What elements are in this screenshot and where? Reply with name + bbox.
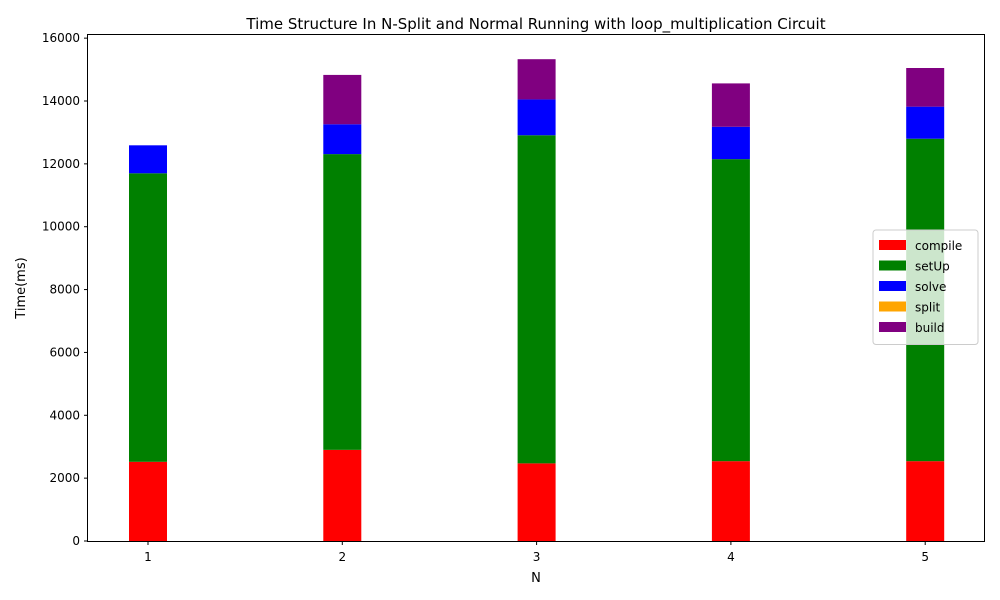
y-tick-label: 12000 — [42, 157, 80, 171]
legend-swatch-build — [879, 322, 906, 332]
x-axis: 1 2 3 4 5 — [144, 541, 929, 564]
bar-compile-3 — [517, 463, 556, 541]
bar-solve-1 — [129, 145, 167, 174]
y-tick-label: 2000 — [49, 471, 80, 485]
bar-compile-5 — [906, 461, 945, 541]
bar-compile-1 — [129, 461, 167, 541]
x-tick-label: 4 — [727, 550, 735, 564]
bar-setUp-2 — [323, 154, 362, 450]
bar-build-3 — [517, 59, 556, 100]
bar-solve-4 — [711, 126, 750, 160]
bar-setUp-3 — [517, 135, 556, 464]
y-tick-label: 4000 — [49, 408, 80, 422]
legend-swatch-compile — [879, 240, 906, 250]
y-tick-label: 8000 — [49, 283, 80, 297]
legend-label-setUp: setUp — [915, 260, 950, 274]
legend-box — [872, 229, 979, 345]
legend-label-solve: solve — [915, 280, 946, 294]
x-tick-label: 1 — [144, 550, 152, 564]
bar-solve-5 — [906, 106, 945, 139]
bar-build-5 — [906, 68, 945, 107]
bar-solve-3 — [517, 99, 556, 136]
y-tick-label: 0 — [72, 534, 80, 548]
legend-swatch-setUp — [879, 260, 906, 271]
x-axis-label: N — [531, 571, 541, 586]
y-axis-label: Time(ms) — [14, 257, 29, 319]
legend: compile setUp solve split build — [872, 229, 979, 345]
legend-swatch-split — [879, 301, 906, 312]
bar-compile-4 — [711, 461, 750, 541]
bar-setUp-1 — [129, 173, 167, 462]
legend-label-split: split — [915, 301, 941, 315]
y-tick-label: 6000 — [49, 345, 80, 359]
x-tick-label: 5 — [921, 550, 929, 564]
x-tick-label: 3 — [533, 550, 541, 564]
legend-label-build: build — [915, 321, 945, 335]
bars-group — [129, 59, 945, 541]
y-tick-label: 10000 — [42, 220, 80, 234]
bar-solve-2 — [323, 124, 362, 155]
y-tick-label: 14000 — [42, 94, 80, 108]
bar-setUp-4 — [711, 159, 750, 462]
bar-build-4 — [711, 83, 750, 127]
plot-frame — [87, 34, 985, 542]
x-tick-label: 2 — [338, 550, 346, 564]
bar-compile-2 — [323, 449, 362, 541]
y-tick-label: 16000 — [42, 31, 80, 45]
chart-title: Time Structure In N-Split and Normal Run… — [245, 15, 825, 34]
bar-build-2 — [323, 74, 362, 125]
legend-swatch-solve — [879, 281, 906, 291]
y-axis: 0 2000 4000 6000 8000 10000 12000 14000 16000 — [42, 31, 88, 548]
legend-label-compile: compile — [915, 239, 962, 253]
